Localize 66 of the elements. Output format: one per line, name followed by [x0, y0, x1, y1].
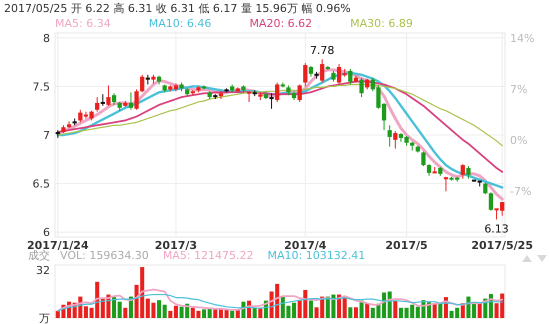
bar — [298, 300, 302, 318]
bar — [354, 307, 358, 318]
text: 32 — [36, 264, 50, 277]
bar — [438, 303, 442, 318]
x-tick-label: 2017/5/25 — [471, 239, 533, 252]
y2-tick-label: 7% — [510, 83, 528, 96]
chart-title: 2017/05/25 开 6.22 高 6.31 收 6.31 低 6.17 量 15.96万 幅 0.96% — [4, 2, 351, 15]
candlestick — [298, 84, 302, 102]
candlestick — [320, 58, 324, 84]
x-tick-label: 2017/3 — [154, 239, 198, 252]
text: MA5: 121475.22 — [162, 249, 254, 262]
text: MA10: 6.46 — [148, 17, 212, 30]
candlestick — [460, 164, 465, 180]
candlestick — [421, 151, 426, 167]
candlestick — [269, 92, 274, 110]
chart-title: 成交 — [28, 249, 50, 262]
bar — [123, 308, 128, 318]
candlestick — [426, 164, 432, 176]
text: MA5: 6.34 — [55, 17, 111, 30]
bar — [478, 302, 482, 318]
candlestick — [286, 84, 291, 96]
candlestick — [365, 78, 370, 90]
bar — [230, 310, 234, 318]
candlestick — [359, 77, 364, 98]
x-tick-label: 2017/4 — [284, 239, 327, 252]
candlestick — [308, 66, 314, 78]
candlestick — [134, 88, 139, 110]
y-tick-label: 7.5 — [32, 80, 50, 94]
candlestick — [393, 130, 398, 150]
candlestick — [331, 70, 336, 82]
y-tick-label: 8 — [43, 32, 50, 45]
candlestick — [275, 82, 280, 102]
text: MA10: 103132.41 — [268, 249, 366, 262]
y-tick-label: 7 — [43, 129, 50, 142]
y-tick-label: 6 — [43, 226, 50, 240]
candlestick — [483, 182, 488, 195]
y-tick-label: 6.5 — [32, 178, 50, 191]
y2-tick-label: 0% — [510, 134, 528, 148]
bar — [308, 300, 313, 318]
candlestick — [100, 94, 105, 106]
bar — [365, 303, 370, 318]
y2-tick-label: 14% — [510, 32, 534, 46]
annotation: 6.13 — [484, 222, 509, 236]
candlestick — [444, 176, 448, 192]
candlestick — [128, 92, 134, 110]
candlestick — [95, 96, 100, 112]
annotation: 7.78 — [310, 44, 334, 58]
candlestick — [303, 62, 308, 87]
candlestick — [488, 192, 494, 212]
candlestick — [348, 68, 352, 85]
text: MA30: 6.89 — [350, 17, 413, 30]
candlestick — [140, 74, 144, 93]
x-tick-label: 2017/5 — [385, 239, 428, 252]
bar — [348, 307, 352, 318]
text: MA20: 6.62 — [249, 17, 312, 30]
candlestick — [106, 84, 111, 106]
candlestick — [112, 92, 116, 106]
text: 万 — [39, 312, 50, 324]
bar — [393, 300, 398, 318]
bar — [252, 308, 257, 318]
y2-tick-label: -7% — [510, 185, 532, 198]
bar — [303, 290, 308, 318]
candlestick — [388, 124, 392, 148]
candlestick — [146, 74, 150, 85]
candlestick — [466, 166, 471, 180]
text: VOL: 159634.30 — [60, 249, 149, 262]
